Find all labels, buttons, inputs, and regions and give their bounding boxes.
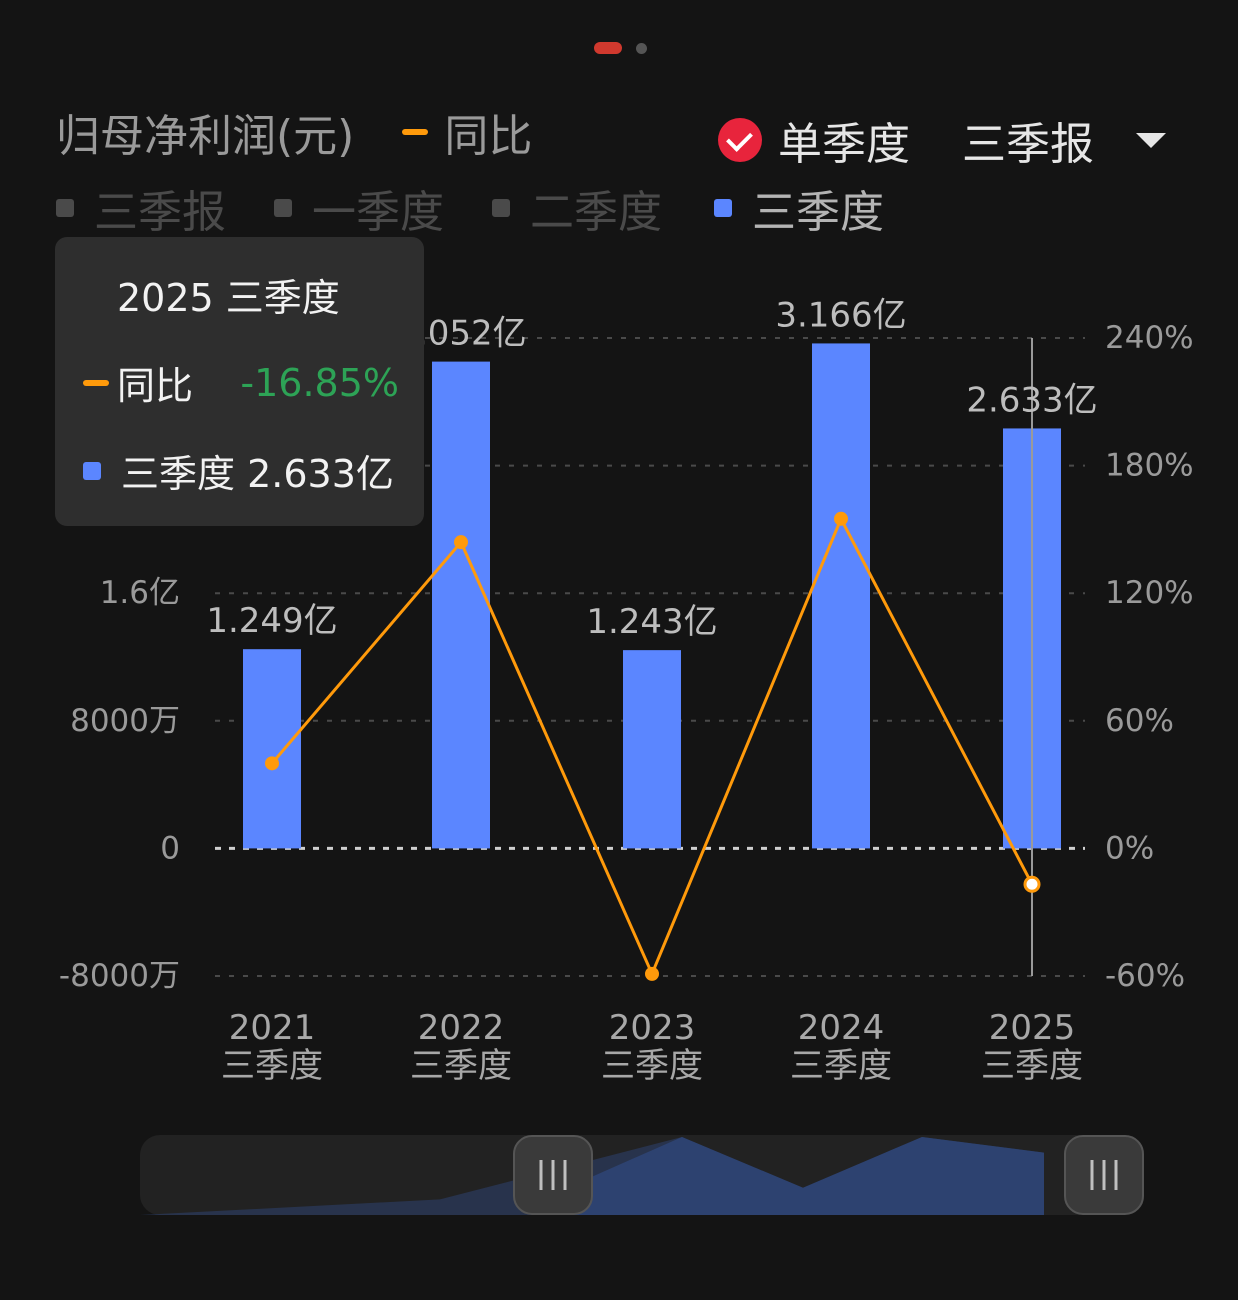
y-left-tick-label: 1.6亿 (100, 575, 180, 611)
single-quarter-toggle[interactable]: 单季度 (778, 119, 910, 170)
x-tick-sublabel: 三季度 (601, 1046, 703, 1086)
bar-value-label: 1.249亿 (206, 601, 337, 641)
chart-tooltip: 2025 三季度 同比 -16.85% 三季度 2.633亿 (55, 237, 424, 526)
page-dot-active[interactable] (594, 42, 622, 54)
yoy-point (454, 535, 468, 550)
legend-swatch (492, 199, 510, 217)
zoom-slider (140, 1135, 1144, 1215)
bar (812, 343, 870, 849)
bar-value-label: 2.633亿 (966, 380, 1097, 420)
legend-item[interactable]: 三季度 (714, 176, 884, 240)
legend-label: 三季度 (752, 187, 884, 238)
x-tick-sublabel: 三季度 (981, 1046, 1083, 1086)
chart-header: 归母净利润(元) 同比 (56, 100, 532, 164)
y-left-tick-label: -8000万 (59, 958, 180, 994)
bar-value-label: 1.243亿 (586, 602, 717, 642)
period-dropdown-label: 三季报 (962, 119, 1094, 170)
y-right-tick-label: 180% (1105, 448, 1194, 484)
y-right-tick-label: 60% (1105, 703, 1174, 739)
bar-series (243, 343, 1061, 849)
tooltip-series-row: 三季度 2.633亿 (83, 443, 394, 498)
yoy-point (645, 966, 659, 981)
yoy-line-icon (402, 129, 429, 135)
yoy-line-series (265, 511, 1041, 981)
legend-label: 三季报 (94, 187, 226, 238)
legend-swatch (56, 199, 74, 217)
series-swatch (83, 461, 101, 480)
bar (432, 361, 490, 849)
legend-swatch (714, 199, 732, 217)
bar-value-label: 3.166亿 (775, 295, 906, 335)
legend-label: 一季度 (312, 187, 444, 238)
x-tick-label: 2022 (418, 1008, 505, 1048)
yoy-legend[interactable]: 同比 (402, 100, 532, 164)
tooltip-title: 2025 三季度 (117, 276, 340, 320)
tooltip-series-value: 三季度 2.633亿 (121, 452, 394, 496)
page-indicator[interactable] (594, 42, 647, 54)
x-tick-label: 2025 (989, 1008, 1076, 1048)
bar (623, 650, 681, 849)
metric-title: 归母净利润(元) (56, 111, 355, 162)
x-tick-label: 2021 (229, 1008, 316, 1048)
legend-label: 二季度 (530, 187, 662, 238)
tooltip-yoy-value: -16.85% (240, 360, 399, 405)
x-tick-label: 2024 (798, 1008, 885, 1048)
legend-item[interactable]: 一季度 (274, 176, 444, 240)
checkbox-checked-icon[interactable] (718, 118, 762, 162)
bar (243, 649, 301, 849)
y-right-tick-label: -60% (1105, 958, 1185, 994)
zoom-selected-area (553, 1137, 1044, 1215)
yoy-point-highlight (1023, 875, 1041, 893)
axis-ticks: -8000万08000万1.6亿3.2亿-60%0%60%120%180%240… (59, 320, 1194, 994)
legend-item[interactable]: 三季报 (56, 176, 226, 240)
y-right-tick-label: 120% (1105, 575, 1194, 611)
chart-controls: 单季度 三季报 (718, 108, 1166, 172)
tooltip-yoy-row: 同比 -16.85% (83, 355, 399, 410)
period-dropdown[interactable]: 三季报 (962, 108, 1166, 172)
legend-item[interactable]: 二季度 (492, 176, 662, 240)
tooltip-yoy-name: 同比 (117, 364, 194, 408)
y-right-tick-label: 0% (1105, 830, 1154, 866)
y-left-tick-label: 0 (160, 830, 180, 866)
yoy-legend-label: 同比 (444, 111, 533, 162)
x-tick-sublabel: 三季度 (221, 1046, 323, 1086)
x-tick-label: 2023 (609, 1008, 696, 1048)
legend-swatch (274, 199, 292, 217)
x-tick-sublabel: 三季度 (790, 1046, 892, 1086)
y-right-tick-label: 240% (1105, 320, 1194, 356)
yoy-line-icon (83, 379, 109, 386)
page-dot[interactable] (636, 42, 647, 54)
chevron-down-icon (1136, 132, 1166, 148)
y-left-tick-label: 8000万 (70, 703, 180, 739)
yoy-point (834, 511, 848, 526)
series-legend: 三季报 一季度 二季度 三季度 (56, 176, 932, 240)
yoy-point (265, 756, 279, 771)
x-tick-sublabel: 三季度 (410, 1046, 512, 1086)
